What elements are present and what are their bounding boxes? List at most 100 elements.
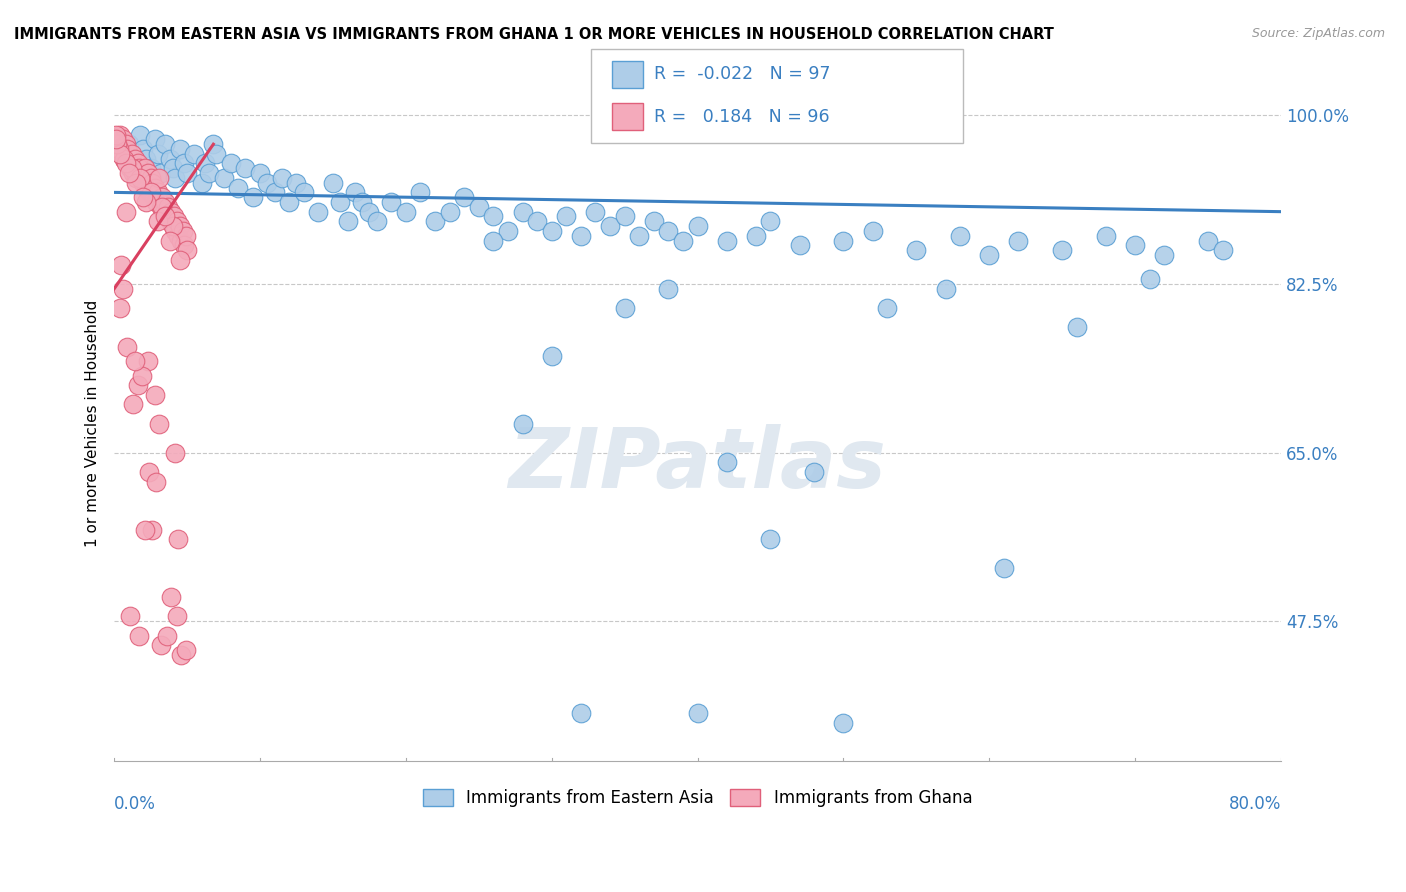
Point [190,176,212,190]
Point [672,234,695,248]
Point [1139,272,1161,286]
Point [242,190,264,204]
Point [127,378,149,392]
Point [125,170,148,185]
Point [135,152,157,166]
Point [329,194,352,209]
Point [110,258,132,272]
Point [599,219,621,234]
Point [115,156,138,170]
Point [125,176,148,190]
Point [482,234,505,248]
Point [423,214,446,228]
Point [569,228,592,243]
Point [112,152,135,166]
Text: 0.0%: 0.0% [114,795,156,813]
Point [155,137,177,152]
Point [145,194,167,209]
Point [759,214,782,228]
Point [150,190,173,204]
Point [628,228,651,243]
Point [166,214,188,228]
Point [1197,234,1219,248]
Point [170,234,193,248]
Point [169,252,191,267]
Point [249,166,271,180]
Text: ZIPatlas: ZIPatlas [509,424,887,505]
Point [172,224,194,238]
Point [152,204,174,219]
Point [148,170,170,185]
Point [112,152,135,166]
Point [307,204,329,219]
Point [832,234,855,248]
Point [160,204,183,219]
Point [145,475,167,489]
Point [1095,228,1118,243]
Point [156,629,179,643]
Point [120,609,142,624]
Point [322,176,344,190]
Point [104,128,127,142]
Point [143,180,166,194]
Point [142,190,165,204]
Point [149,639,172,653]
Point [169,219,191,234]
Point [117,142,139,156]
Point [352,194,374,209]
Y-axis label: 1 or more Vehicles in Household: 1 or more Vehicles in Household [86,300,100,548]
Point [108,146,131,161]
Point [165,224,187,238]
Legend: Immigrants from Eastern Asia, Immigrants from Ghana: Immigrants from Eastern Asia, Immigrants… [416,782,979,814]
Point [934,282,956,296]
Point [526,214,548,228]
Point [156,210,179,224]
Point [613,210,636,224]
Point [512,417,534,431]
Point [117,340,139,354]
Point [129,128,152,142]
Point [127,156,149,170]
Point [125,156,148,170]
Point [115,137,138,152]
Point [380,194,402,209]
Point [862,224,884,238]
Point [121,146,143,161]
Point [135,180,157,194]
Point [136,166,159,180]
Point [124,354,146,368]
Text: R =  -0.022   N = 97: R = -0.022 N = 97 [654,65,831,84]
Point [174,228,197,243]
Point [104,132,127,146]
Point [149,166,172,180]
Point [162,219,184,234]
Point [159,234,181,248]
Point [108,128,131,142]
Point [105,137,128,152]
Point [205,146,228,161]
Point [292,186,315,200]
Point [167,533,190,547]
Point [146,146,169,161]
Point [134,161,156,176]
Point [110,146,132,161]
Point [118,156,141,170]
Point [1212,244,1234,258]
Point [496,224,519,238]
Point [120,161,142,176]
Point [336,214,359,228]
Point [993,561,1015,575]
Point [165,445,187,459]
Point [613,301,636,315]
Point [745,228,768,243]
Point [166,609,188,624]
Point [111,282,134,296]
Point [716,455,738,469]
Point [132,176,155,190]
Point [395,204,418,219]
Point [1153,248,1175,262]
Point [876,301,898,315]
Point [343,186,366,200]
Point [183,146,205,161]
Point [111,132,134,146]
